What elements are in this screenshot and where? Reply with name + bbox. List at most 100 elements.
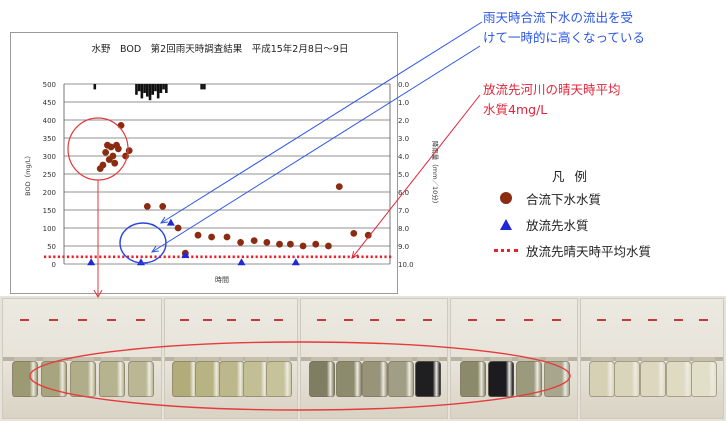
sample-jar bbox=[98, 361, 125, 397]
y2-tick-label: 5.0 bbox=[398, 171, 409, 179]
sample-jar bbox=[362, 361, 388, 397]
sample-jar-cap bbox=[221, 357, 243, 362]
sample-jar bbox=[488, 361, 514, 397]
sample-jar bbox=[171, 361, 198, 397]
sewer-quality-point bbox=[350, 230, 358, 237]
sample-jar-cap bbox=[642, 357, 664, 362]
blue-annotation-line-1: 雨天時合流下水の流出を受 bbox=[483, 10, 634, 25]
sample-label-mark bbox=[106, 319, 116, 321]
rainfall-bar bbox=[162, 84, 165, 90]
blue-annotation: 雨天時合流下水の流出を受 けて一時的に高くなっている bbox=[483, 8, 645, 48]
sample-jar bbox=[516, 361, 542, 397]
y-tick-label: 400 bbox=[43, 117, 56, 125]
sample-jar bbox=[414, 361, 441, 397]
sample-label-mark bbox=[135, 319, 145, 321]
legend-item-average: 放流先晴天時平均水質 bbox=[494, 237, 722, 263]
sample-jar-cap bbox=[129, 357, 152, 362]
y2-tick-label: 4.0 bbox=[398, 153, 409, 161]
sample-jar bbox=[242, 361, 269, 397]
sample-jar-cap bbox=[462, 357, 484, 362]
red-dotted-line-icon bbox=[494, 248, 526, 252]
red-annotation: 放流先河川の晴天時平均 水質4mg/L bbox=[483, 80, 621, 120]
photo-shelf bbox=[451, 357, 577, 361]
sample-label-mark bbox=[203, 319, 213, 321]
sample-label-mark bbox=[496, 319, 505, 321]
y-axis-label: BOD（mg/L） bbox=[24, 152, 32, 196]
sample-jar-cap bbox=[173, 357, 196, 362]
sample-photo-panel bbox=[164, 298, 298, 419]
sample-jar-cap bbox=[546, 357, 568, 362]
y2-tick-label: 8.0 bbox=[398, 225, 409, 233]
sample-label-mark bbox=[468, 319, 477, 321]
y2-tick-label: 3.0 bbox=[398, 135, 409, 143]
rainfall-bar bbox=[140, 84, 144, 99]
red-arrow-average bbox=[351, 94, 481, 259]
y-tick-label: 300 bbox=[43, 153, 56, 161]
sample-jar bbox=[460, 361, 486, 397]
sample-jar-cap bbox=[364, 357, 386, 362]
sewer-quality-point bbox=[174, 224, 182, 232]
red-arrow-average-head bbox=[351, 251, 359, 259]
sewer-quality-point bbox=[286, 240, 294, 248]
river-quality-point bbox=[181, 251, 190, 258]
sewer-quality-point bbox=[276, 240, 283, 248]
sample-jar bbox=[266, 361, 293, 397]
blue-arrow-lower bbox=[151, 45, 481, 253]
sewer-quality-point bbox=[111, 159, 119, 167]
sample-jar-cap bbox=[390, 357, 413, 362]
sample-label-mark bbox=[49, 319, 59, 321]
sample-jar-cap bbox=[268, 357, 291, 362]
sample-label-mark bbox=[699, 319, 709, 321]
sample-photo-panel bbox=[450, 298, 578, 419]
sewer-quality-point bbox=[143, 203, 151, 210]
sample-jar-cap bbox=[590, 357, 613, 362]
sample-jar-cap bbox=[616, 357, 639, 362]
sample-jar bbox=[588, 361, 615, 397]
y-tick-label: 0 bbox=[52, 261, 56, 269]
chart-panel bbox=[10, 32, 398, 294]
sample-jar-cap bbox=[14, 357, 37, 362]
y2-tick-label: 2.0 bbox=[398, 117, 409, 125]
sewer-quality-point bbox=[250, 237, 258, 245]
river-quality-point bbox=[136, 258, 145, 266]
sample-label-mark bbox=[552, 319, 561, 321]
legend-item-sewer: 合流下水水質 bbox=[494, 185, 722, 211]
blue-arrow-lower-head bbox=[150, 245, 160, 253]
sewer-quality-point bbox=[194, 231, 202, 239]
y-tick-label: 150 bbox=[43, 207, 56, 215]
legend-label-average: 放流先晴天時平均水質 bbox=[526, 243, 652, 259]
sample-jar-cap bbox=[100, 357, 123, 362]
sewer-quality-point bbox=[364, 231, 372, 239]
sample-jar-cap bbox=[416, 357, 439, 362]
y2-tick-label: 10.0 bbox=[398, 261, 414, 269]
sample-jar bbox=[70, 361, 96, 397]
sample-label-mark bbox=[20, 319, 30, 321]
rainfall-bar bbox=[137, 84, 141, 92]
sample-label-mark bbox=[274, 319, 284, 321]
sewer-quality-point bbox=[114, 145, 122, 153]
y2-tick-label: 1.0 bbox=[398, 99, 409, 107]
legend-label-sewer: 合流下水水質 bbox=[526, 191, 602, 207]
rainfall-bar bbox=[203, 84, 206, 90]
y2-tick-label: 9.0 bbox=[398, 243, 409, 251]
sample-label-mark bbox=[317, 319, 327, 321]
sample-label-mark bbox=[673, 319, 683, 321]
rainfall-bar bbox=[151, 84, 155, 95]
blue-annotation-line-2: けて一時的に高くなっている bbox=[483, 30, 645, 45]
rainfall-bar bbox=[156, 84, 160, 99]
sample-jar bbox=[335, 361, 362, 397]
legend-label-river: 放流先水質 bbox=[526, 217, 589, 233]
river-quality-point bbox=[87, 258, 96, 266]
sewer-quality-point bbox=[223, 233, 231, 241]
red-annotation-line-1: 放流先河川の晴天時平均 bbox=[483, 82, 621, 97]
sewer-quality-point bbox=[237, 239, 244, 246]
sample-jar bbox=[219, 361, 245, 397]
sewer-quality-point bbox=[299, 242, 307, 250]
sewer-quality-point bbox=[208, 233, 216, 241]
rainfall-bar bbox=[159, 84, 163, 93]
sample-jar-cap bbox=[72, 357, 94, 362]
sample-photo-strip bbox=[0, 296, 726, 421]
chart-title: 水野 BOD 第2回雨天時調査結果 平成15年2月8日～9日 bbox=[92, 43, 349, 55]
sample-jar bbox=[691, 361, 718, 397]
